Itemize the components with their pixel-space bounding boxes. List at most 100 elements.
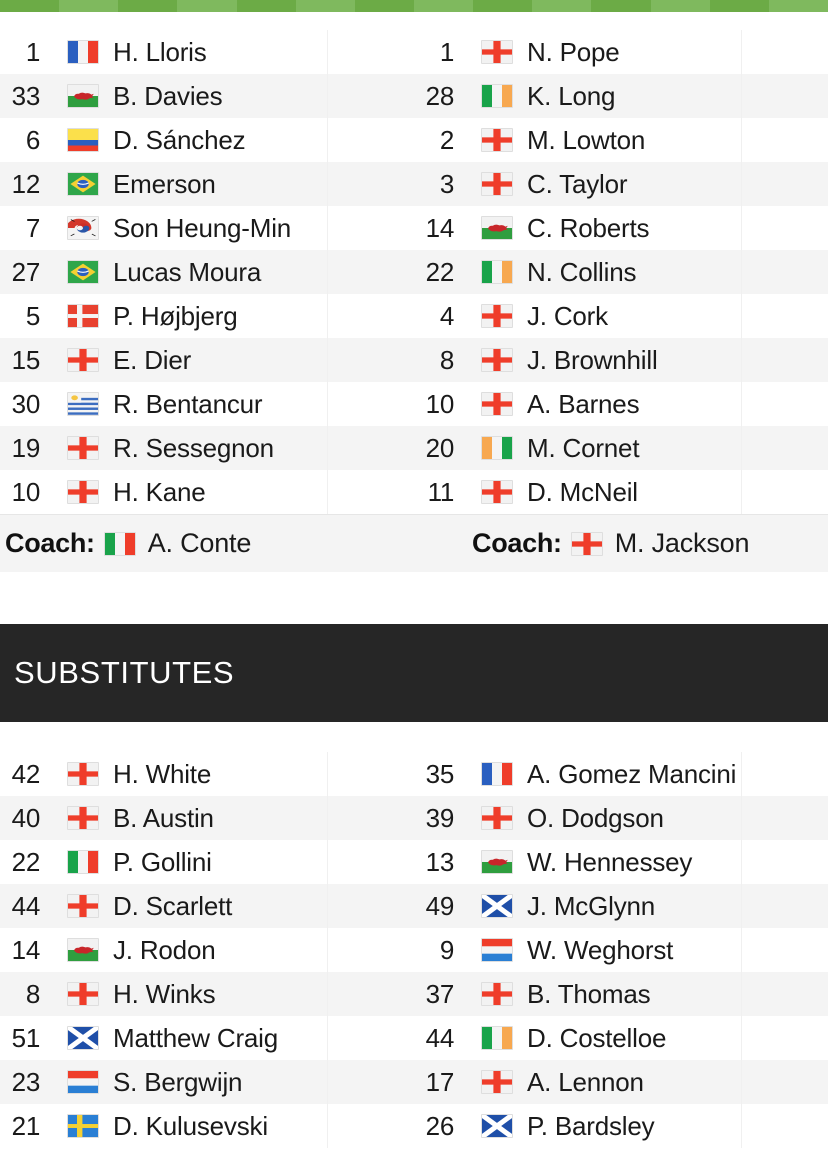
substitute-home-cell[interactable]: 8 H. Winks (0, 972, 414, 1016)
player-name: A. Gomez Mancini (527, 759, 737, 789)
shirt-number: 8 (25, 979, 40, 1009)
flag-denmark-icon (67, 304, 99, 328)
substitute-home-cell[interactable]: 22 P. Gollini (0, 840, 414, 884)
lineup-home-cell[interactable]: 5 P. Højbjerg (0, 294, 414, 338)
player-name: Son Heung-Min (113, 213, 292, 243)
substitute-away-cell[interactable]: 44 D. Costelloe (414, 1016, 828, 1060)
substitute-row: 23 S. Bergwijn 17 A. Lennon (0, 1060, 828, 1104)
shirt-number: 20 (425, 433, 455, 463)
lineup-row: 27 Lucas Moura 22 N. Collins (0, 250, 828, 294)
lineup-row: 6 D. Sánchez 2 M. Lowton (0, 118, 828, 162)
pitch-stripe (177, 0, 237, 12)
shirt-number: 10 (425, 389, 455, 419)
substitute-home-cell[interactable]: 51 Matthew Craig (0, 1016, 414, 1060)
flag-ireland-icon (481, 1026, 513, 1050)
lineup-home-cell[interactable]: 15 E. Dier (0, 338, 414, 382)
flag-brazil-icon (67, 260, 99, 284)
substitutes-title: SUBSTITUTES (14, 655, 235, 690)
substitutes-table: 42 H. White 35 A. Gomez Mancini 40 B. Austin 3… (0, 752, 828, 1148)
flag-wales-icon (67, 938, 99, 962)
lineup-away-cell[interactable]: 4 J. Cork (414, 294, 828, 338)
player-name: Emerson (113, 169, 216, 199)
coach-name-home: A. Conte (147, 528, 252, 558)
lineup-home-cell[interactable]: 10 H. Kane (0, 470, 414, 514)
flag-england-icon (67, 762, 99, 786)
flag-netherlands-icon (481, 938, 513, 962)
flag-england-icon (481, 392, 513, 416)
lineup-away-cell[interactable]: 3 C. Taylor (414, 162, 828, 206)
player-name: H. Winks (113, 979, 216, 1009)
pitch-stripe (59, 0, 119, 12)
substitute-home-cell[interactable]: 40 B. Austin (0, 796, 414, 840)
shirt-number: 14 (11, 935, 41, 965)
player-name: Lucas Moura (113, 257, 262, 287)
coach-away[interactable]: Coach: M. Jackson (414, 515, 828, 573)
lineup-home-cell[interactable]: 19 R. Sessegnon (0, 426, 414, 470)
substitute-home-cell[interactable]: 23 S. Bergwijn (0, 1060, 414, 1104)
substitute-row: 40 B. Austin 39 O. Dodgson (0, 796, 828, 840)
flag-england-icon (481, 1070, 513, 1094)
flag-england-icon (67, 480, 99, 504)
substitute-away-cell[interactable]: 17 A. Lennon (414, 1060, 828, 1104)
pitch-stripe (354, 0, 414, 12)
substitute-away-cell[interactable]: 9 W. Weghorst (414, 928, 828, 972)
flag-wales-icon (67, 84, 99, 108)
flag-england-icon (570, 531, 603, 556)
flag-england-icon (481, 128, 513, 152)
substitute-home-cell[interactable]: 14 J. Rodon (0, 928, 414, 972)
lineup-row: 10 H. Kane 11 D. McNeil (0, 470, 828, 514)
player-name: P. Bardsley (527, 1111, 655, 1141)
pitch-stripe (236, 0, 296, 12)
lineup-row: 7 Son Heung-Min 14 C. Roberts (0, 206, 828, 250)
lineup-away-cell[interactable]: 22 N. Collins (414, 250, 828, 294)
player-name: A. Lennon (527, 1067, 644, 1097)
substitute-away-cell[interactable]: 13 W. Hennessey (414, 840, 828, 884)
player-name: M. Cornet (527, 433, 640, 463)
substitute-row: 21 D. Kulusevski 26 P. Bardsley (0, 1104, 828, 1148)
starting-lineup-table: 1 H. Lloris 1 N. Pope 33 B. Davies 28 K. Long 6 D… (0, 30, 828, 514)
lineup-away-cell[interactable]: 1 N. Pope (414, 30, 828, 74)
shirt-number: 44 (425, 1023, 455, 1053)
lineup-away-cell[interactable]: 14 C. Roberts (414, 206, 828, 250)
pitch-stripe (709, 0, 769, 12)
lineup-away-cell[interactable]: 8 J. Brownhill (414, 338, 828, 382)
lineup-home-cell[interactable]: 6 D. Sánchez (0, 118, 414, 162)
player-name: N. Collins (527, 257, 637, 287)
shirt-number: 11 (427, 477, 455, 507)
substitute-away-cell[interactable]: 39 O. Dodgson (414, 796, 828, 840)
substitute-away-cell[interactable]: 49 J. McGlynn (414, 884, 828, 928)
lineup-home-cell[interactable]: 12 Emerson (0, 162, 414, 206)
shirt-number: 8 (439, 345, 454, 375)
lineup-away-cell[interactable]: 20 M. Cornet (414, 426, 828, 470)
substitute-home-cell[interactable]: 44 D. Scarlett (0, 884, 414, 928)
lineup-away-cell[interactable]: 28 K. Long (414, 74, 828, 118)
lineup-home-cell[interactable]: 27 Lucas Moura (0, 250, 414, 294)
flag-england-icon (481, 348, 513, 372)
player-name: J. Cork (527, 301, 608, 331)
shirt-number: 42 (11, 759, 41, 789)
lineup-home-cell[interactable]: 1 H. Lloris (0, 30, 414, 74)
substitute-away-cell[interactable]: 37 B. Thomas (414, 972, 828, 1016)
lineup-home-cell[interactable]: 33 B. Davies (0, 74, 414, 118)
shirt-number: 10 (11, 477, 41, 507)
lineup-home-cell[interactable]: 7 Son Heung-Min (0, 206, 414, 250)
coach-home[interactable]: Coach: A. Conte (0, 515, 414, 573)
lineup-away-cell[interactable]: 10 A. Barnes (414, 382, 828, 426)
shirt-number: 40 (11, 803, 41, 833)
substitute-home-cell[interactable]: 42 H. White (0, 752, 414, 796)
lineup-away-cell[interactable]: 11 D. McNeil (414, 470, 828, 514)
player-name: N. Pope (527, 37, 620, 67)
coach-row: Coach: A. Conte Coach: M. Jackson (0, 514, 828, 572)
player-name: D. Scarlett (113, 891, 233, 921)
substitute-home-cell[interactable]: 21 D. Kulusevski (0, 1104, 414, 1148)
lineup-home-cell[interactable]: 30 R. Bentancur (0, 382, 414, 426)
flag-england-icon (481, 40, 513, 64)
player-name: H. Kane (113, 477, 206, 507)
flag-italy-icon (67, 850, 99, 874)
shirt-number: 44 (11, 891, 41, 921)
substitute-away-cell[interactable]: 35 A. Gomez Mancini (414, 752, 828, 796)
substitutes-header-band: SUBSTITUTES (0, 624, 828, 722)
lineup-away-cell[interactable]: 2 M. Lowton (414, 118, 828, 162)
substitute-away-cell[interactable]: 26 P. Bardsley (414, 1104, 828, 1148)
shirt-number: 7 (25, 213, 40, 243)
